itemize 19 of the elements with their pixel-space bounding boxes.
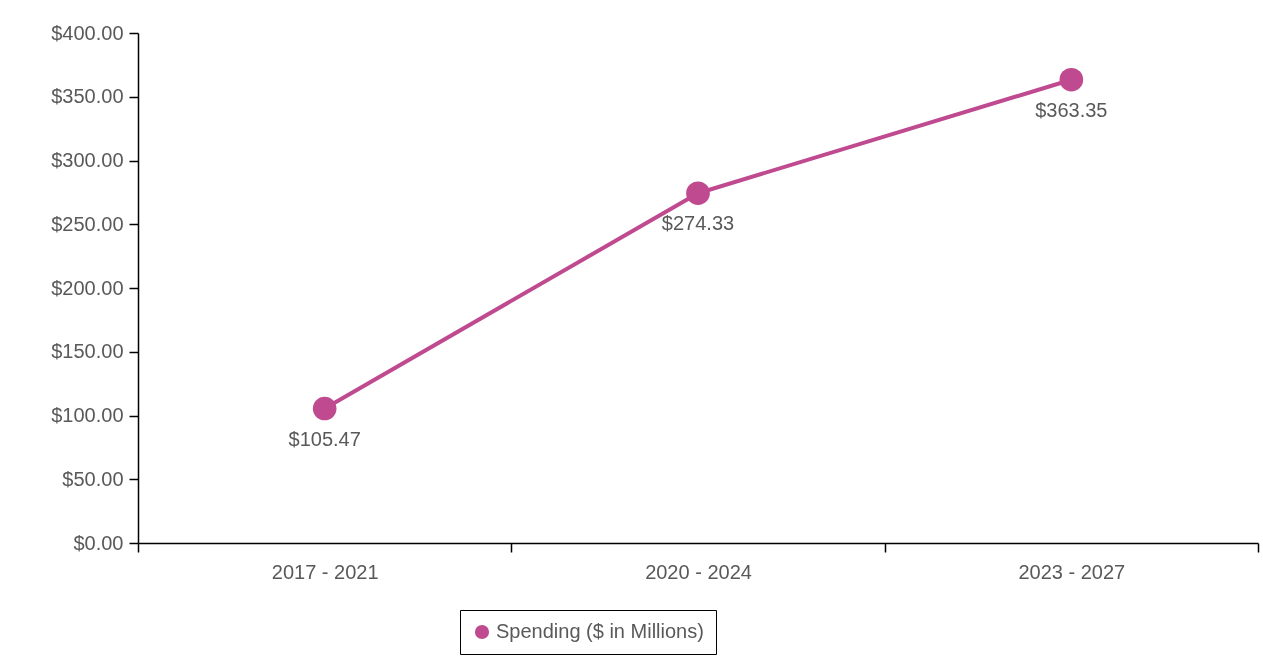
y-tick-label: $150.00 <box>51 340 124 363</box>
data-label: $105.47 <box>288 427 361 450</box>
data-label: $363.35 <box>1035 98 1108 121</box>
data-label: $274.33 <box>661 212 735 235</box>
y-tick-label: $300.00 <box>51 149 124 171</box>
x-tick-label: 2017 - 2021 <box>271 560 379 583</box>
y-tick-label: $200.00 <box>51 276 124 299</box>
x-tick-label: 2020 - 2024 <box>645 560 752 583</box>
y-tick-label: $350.00 <box>51 85 124 108</box>
y-tick-label: $250.00 <box>51 212 124 235</box>
point <box>1059 67 1084 92</box>
y-tick-label: $100.00 <box>51 404 124 426</box>
y-tick-label: $50.00 <box>62 467 124 490</box>
legend-label: Spending ($ in Millions) <box>496 620 704 642</box>
point <box>686 181 710 206</box>
point <box>312 396 337 421</box>
x-tick-label: 2023 - 2027 <box>1018 560 1126 583</box>
y-tick-label: $400.00 <box>51 21 124 44</box>
y-tick-label: $0.00 <box>73 531 124 554</box>
